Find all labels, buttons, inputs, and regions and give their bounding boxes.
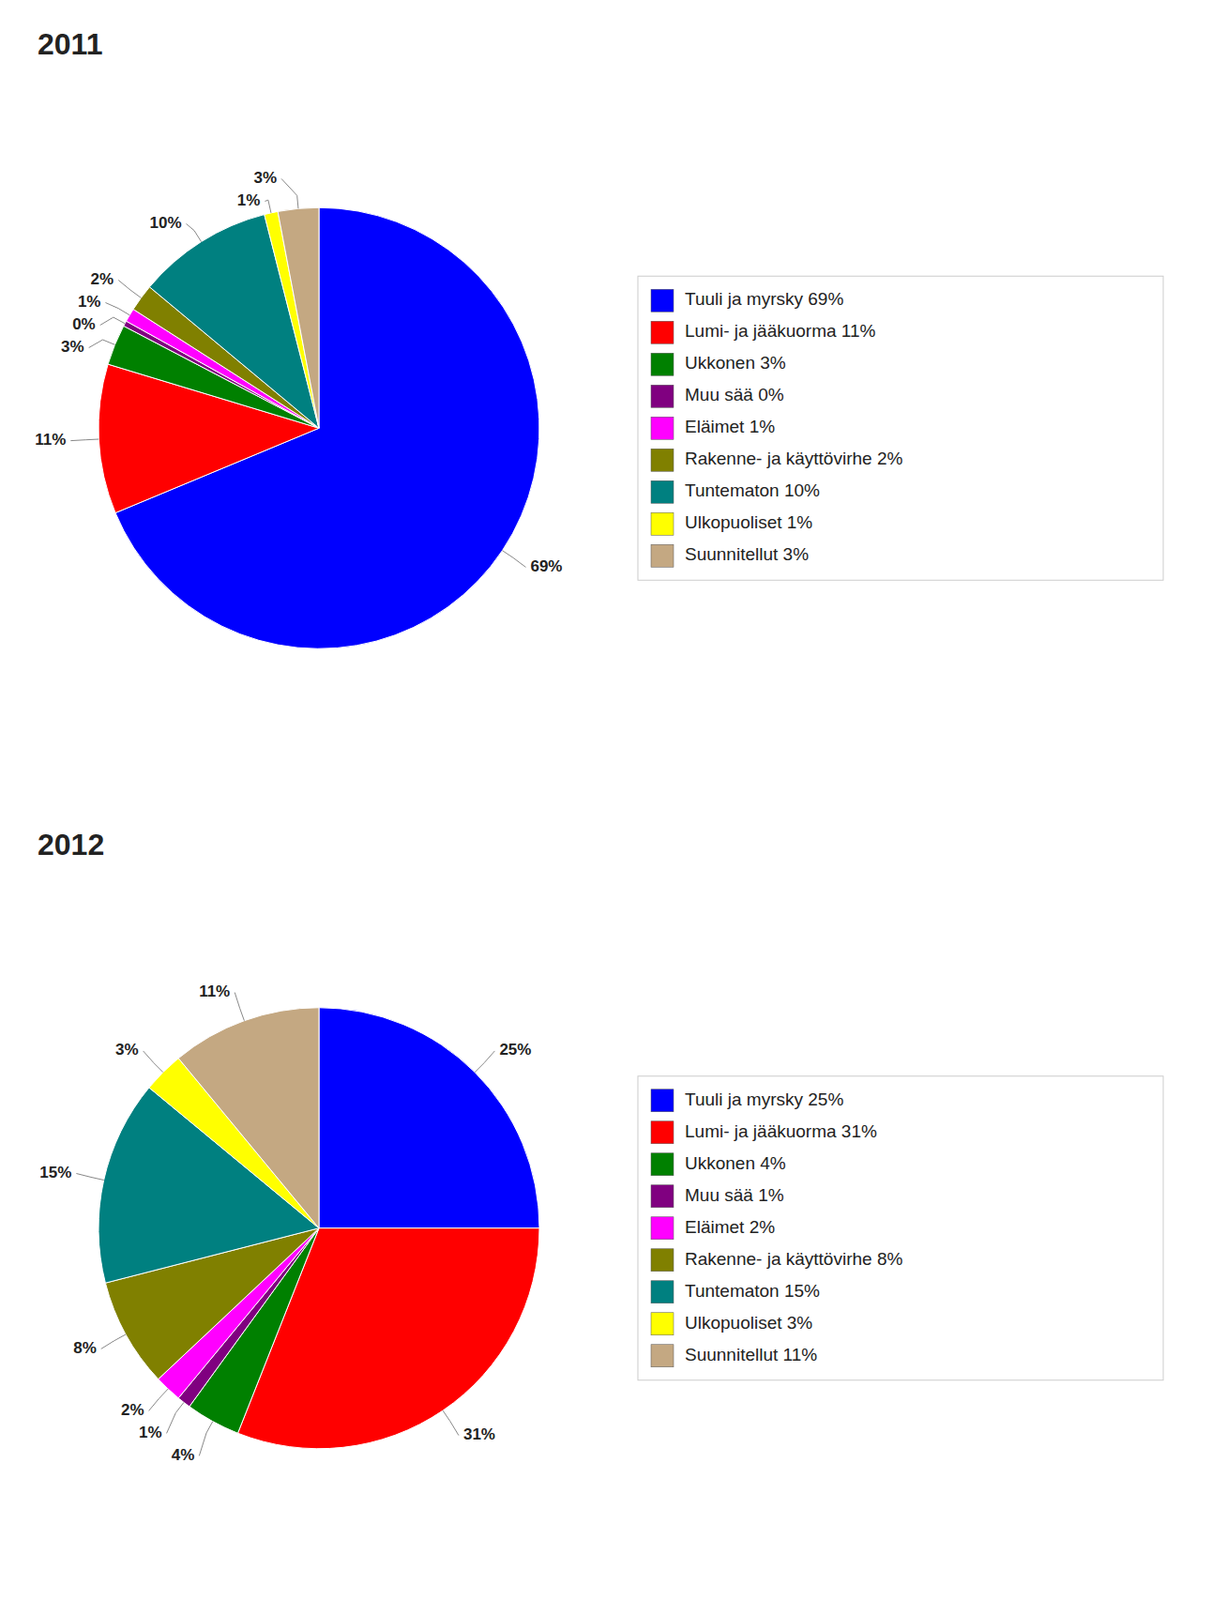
pie-chart: 2012 25% 31% 11% 3% 15% 8% 2% 1% 4% Tuuli ja myrsk…	[37, 827, 1164, 1464]
legend-entry: Rakenne- ja käyttövirhe 2%	[684, 448, 903, 469]
data-label: 1%	[138, 1423, 163, 1441]
legend-swatch	[651, 1121, 674, 1144]
legend-entry: Tuuli ja myrsky 69%	[684, 288, 844, 309]
leader-line	[474, 1050, 495, 1073]
chart-title: 2011	[37, 27, 103, 61]
legend-swatch	[651, 320, 674, 344]
legend-swatch	[651, 1344, 674, 1367]
leader-line	[149, 1388, 169, 1410]
leader-line	[105, 303, 130, 316]
pie-slice	[277, 207, 319, 428]
leader-line	[501, 550, 526, 568]
legend-swatch	[651, 1248, 674, 1272]
leader-line	[264, 199, 272, 213]
leader-line	[442, 1409, 459, 1435]
leader-line	[186, 223, 202, 242]
legend-entry: Eläimet 1%	[684, 416, 775, 437]
legend-entry: Suunnitellut 11%	[684, 1344, 818, 1364]
pie-chart: 2011 69% 3% 1% 10% 2% 1% 0% 3% 11% Tuuli ja myrsky…	[34, 27, 1164, 649]
leader-line	[70, 439, 99, 441]
legend-entry: Rakenne- ja käyttövirhe 8%	[684, 1248, 903, 1269]
leader-line	[166, 1401, 184, 1433]
data-label: 2%	[90, 270, 115, 288]
legend-entry: Eläimet 2%	[684, 1216, 775, 1237]
legend-swatch	[651, 1152, 674, 1176]
legend-entry: Ulkopuoliset 3%	[684, 1312, 813, 1333]
data-label: 3%	[60, 337, 85, 356]
leader-line	[101, 1333, 126, 1349]
data-label: 31%	[463, 1424, 496, 1443]
legend-entry: Lumi- ja jääkuorma 11%	[684, 320, 877, 341]
legend-swatch	[651, 512, 674, 535]
legend-entry: Muu sää 1%	[684, 1184, 785, 1205]
slices	[98, 207, 540, 649]
data-label: 15%	[39, 1163, 72, 1182]
pie-slice	[178, 1007, 319, 1228]
legend: Tuuli ja myrsky 69% Lumi- ja jääkuorma 11…	[637, 275, 1164, 580]
leader-line	[89, 339, 116, 348]
data-label: 69%	[530, 557, 562, 576]
leader-line	[281, 178, 299, 209]
data-label: 1%	[237, 191, 261, 210]
legend-entry: Lumi- ja jääkuorma 31%	[684, 1121, 878, 1141]
data-label: 8%	[73, 1338, 97, 1357]
legend-frame	[637, 275, 1164, 580]
legend-swatch	[651, 1312, 674, 1335]
data-label: 0%	[72, 315, 96, 334]
leader-line	[143, 1050, 164, 1073]
data-labels: 25% 31% 11% 3% 15% 8% 2% 1% 4%	[39, 982, 531, 1464]
data-labels: 69% 3% 1% 10% 2% 1% 0% 3% 11%	[34, 168, 562, 576]
legend-entry: Tuntematon 10%	[684, 480, 820, 500]
legend-entry: Ukkonen 4%	[684, 1152, 787, 1173]
legend-swatch	[651, 416, 674, 440]
legend-entry: Suunnitellut 3%	[684, 544, 809, 564]
data-label: 3%	[115, 1040, 139, 1059]
legend-entry: Muu sää 0%	[684, 384, 785, 405]
data-label: 1%	[77, 292, 102, 311]
data-label: 10%	[149, 213, 182, 232]
legend-entry: Tuntematon 15%	[684, 1280, 820, 1301]
legend-swatch	[651, 448, 674, 471]
leader-line	[100, 317, 125, 325]
legend-swatch	[651, 544, 674, 567]
legend-swatch	[651, 384, 674, 408]
leader-line	[198, 1421, 213, 1456]
legend-entry: Ulkopuoliset 1%	[684, 512, 813, 532]
legend-swatch	[651, 1089, 674, 1112]
legend-swatch	[651, 1184, 674, 1208]
legend-swatch	[651, 1216, 674, 1240]
legend-frame	[637, 1075, 1164, 1380]
legend: Tuuli ja myrsky 25% Lumi- ja jääkuorma 31…	[637, 1075, 1164, 1380]
chart-title: 2012	[37, 827, 105, 862]
legend-entry: Ukkonen 3%	[684, 352, 787, 373]
leader-line	[75, 1173, 104, 1181]
legend-swatch	[651, 480, 674, 503]
data-label: 4%	[171, 1445, 196, 1464]
leader-line	[118, 280, 141, 299]
legend-swatch	[651, 1280, 674, 1303]
data-label: 25%	[499, 1040, 531, 1059]
legend-swatch	[651, 288, 674, 312]
legend-entry: Tuuli ja myrsky 25%	[684, 1089, 844, 1109]
pie-slice	[318, 1007, 540, 1228]
data-label: 11%	[198, 982, 230, 1000]
data-label: 2%	[121, 1400, 145, 1419]
legend-swatch	[651, 352, 674, 376]
chart-canvas: 2011 69% 3% 1% 10% 2% 1% 0% 3% 11% Tuuli ja myrsky…	[0, 0, 1212, 1600]
slices	[98, 1007, 540, 1449]
data-label: 3%	[253, 168, 277, 187]
data-label: 11%	[34, 430, 66, 449]
leader-line	[234, 992, 244, 1021]
